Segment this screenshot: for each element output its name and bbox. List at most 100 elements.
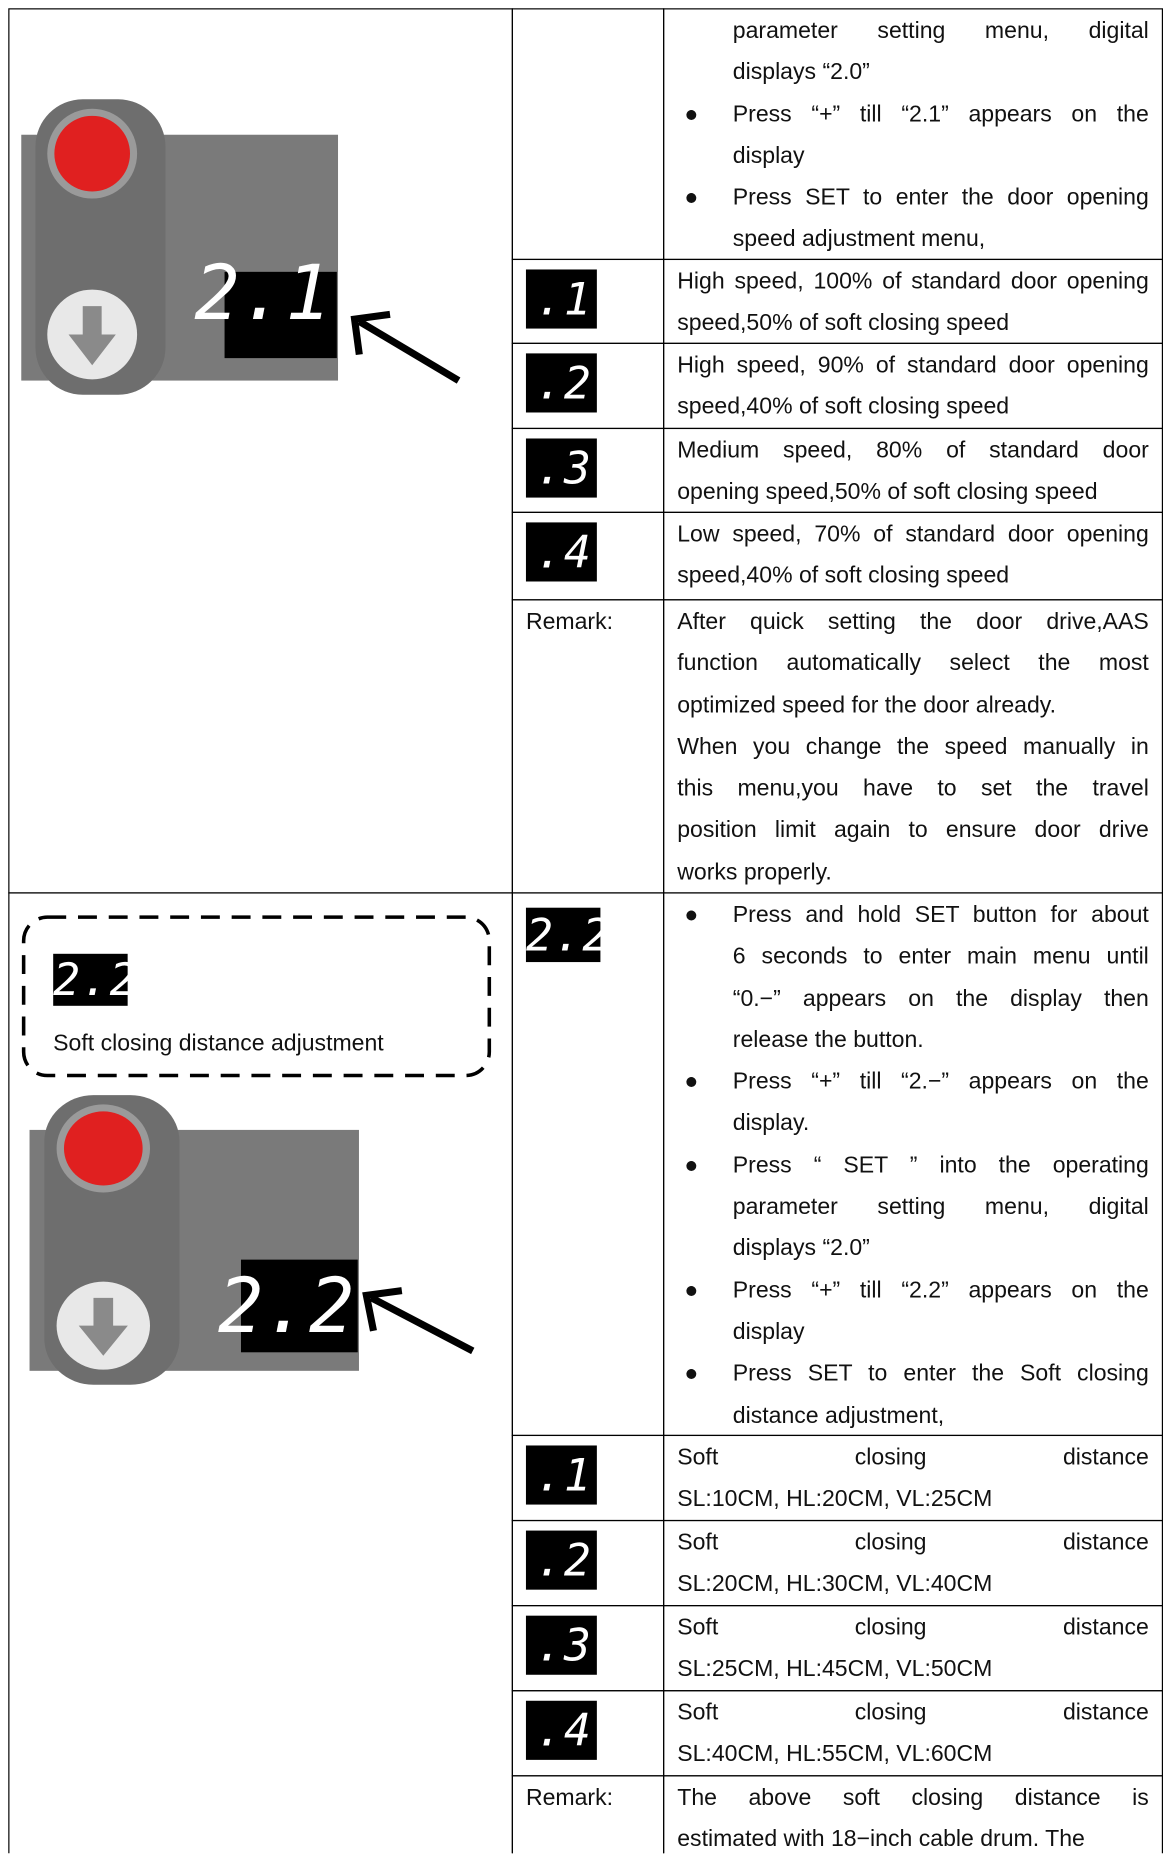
description-cell: parameter setting menu, digital displays … [663,8,1163,261]
text-line: High speed, 90% of standard door opening [677,352,1149,379]
description-cell: ● Press and hold SET button for about 6 se… [663,892,1163,1437]
text-line: opening speed,50% of soft closing speed [677,479,1098,506]
text-line: parameter setting menu, digital [732,17,1149,44]
text-line: Press SET to enter the Soft closing [732,1360,1149,1387]
illustration-cell [8,8,513,894]
description-cell: Soft closing distance SL:40CM, HL:55CM, V… [663,1690,1163,1777]
description-cell: After quick setting the door drive,AAS fu… [663,599,1163,894]
text-line: SL:40CM, HL:55CM, VL:60CM [677,1741,993,1768]
description-cell: Soft closing distance SL:25CM, HL:45CM, V… [663,1605,1163,1692]
code-cell: .4 [511,1690,665,1777]
pointer-arrow [350,310,461,384]
text-line: works properly. [677,858,832,885]
text-line: Press “+” till “2.1” appears on the [732,101,1149,128]
bullet-item: ● Press “+” till “2.2” appears on the disp… [677,1270,1149,1353]
code-cell: .1 [511,1434,665,1522]
code-cell: Remark: [511,1775,665,1854]
text-line: Soft closing distance [677,1444,1149,1471]
bullet-item: ● Press “+” till “2.1” appears on the disp… [677,94,1149,177]
text-line: this menu,you have to set the travel [677,775,1149,802]
remark-paragraph: The above soft closing distance is estima… [677,1778,1149,1854]
code-cell [511,8,665,261]
text-line: Press “ SET ” into the operating [732,1152,1149,1179]
description-cell: High speed, 90% of standard door opening… [663,342,1163,430]
text-line: displays “2.0” [732,1235,870,1262]
text-line: displays “2.0” [732,59,870,86]
text-line: After quick setting the door drive,AAS [677,608,1149,635]
description: Low speed, 70% of standard door opening s… [664,513,1162,598]
text-line: Soft closing distance [677,1529,1149,1556]
option-display: .1 [525,269,597,329]
remark-label: Remark: [525,1784,614,1811]
code-cell: .2 [511,1519,665,1607]
bullet-item: ● Press and hold SET button for about 6 se… [677,895,1149,1062]
option-display: .3 [525,438,597,498]
bullet: ● [684,1277,699,1304]
text-line: speed,50% of soft closing speed [677,310,1010,337]
description: High speed, 100% of standard door openin… [664,260,1162,343]
text-line: When you change the speed manually in [677,733,1149,760]
control-panel [29,1095,359,1385]
bullet-item: ● Press “+” till “2.−” appears on the disp… [677,1062,1149,1145]
bullet-item: ● Press “ SET ” into the operating paramet… [677,1145,1149,1270]
text-line: SL:20CM, HL:30CM, VL:40CM [677,1571,993,1598]
description-cell: High speed, 100% of standard door openin… [663,258,1163,344]
description: High speed, 90% of standard door opening… [664,344,1162,428]
text-line: parameter setting menu, digital [732,1193,1149,1220]
remark-paragraph: After quick setting the door drive,AAS fu… [677,602,1149,727]
description-cell: Low speed, 70% of standard door opening s… [663,511,1163,601]
text-line: speed,40% of soft closing speed [677,393,1010,420]
text-line: speed adjustment menu, [732,226,986,253]
description-cell: Soft closing distance SL:10CM, HL:20CM, V… [663,1434,1163,1522]
description-cell: Medium speed, 80% of standard door openin… [663,427,1163,513]
description: Soft closing distance SL:20CM, HL:30CM, V… [664,1521,1162,1605]
bullet: ● [684,184,699,211]
description: After quick setting the door drive,AAS fu… [664,600,1162,893]
code-cell: .3 [511,1605,665,1692]
text-line: release the button. [732,1026,924,1053]
option-display: .1 [525,1445,597,1505]
text-line: SL:25CM, HL:45CM, VL:50CM [677,1656,993,1683]
bullet: ● [684,1360,699,1387]
text-line: display [732,1318,805,1345]
option-display: .2 [525,353,597,413]
code-cell: .2 [511,342,665,430]
dashed-frame [21,915,492,1078]
text-line: Low speed, 70% of standard door opening [677,521,1149,548]
text-line: SL:10CM, HL:20CM, VL:25CM [677,1486,993,1513]
code-cell: .4 [511,511,665,601]
description: ● Press and hold SET button for about 6 se… [664,894,1162,1435]
text-line: 6 seconds to enter main menu until [732,943,1149,970]
code-cell: Remark: [511,599,665,894]
code-cell: .1 [511,258,665,344]
text-line: optimized speed for the door already. [677,692,1057,719]
bullet: ● [684,1068,699,1095]
option-display: .4 [525,522,597,582]
code-cell: .3 [511,427,665,513]
option-display: .3 [525,1615,597,1675]
text-line: speed,40% of soft closing speed [677,562,1010,589]
text-line: Soft closing distance [677,1699,1149,1726]
text-line: Medium speed, 80% of standard door [677,437,1149,464]
description: Soft closing distance SL:25CM, HL:45CM, V… [664,1606,1162,1690]
remark-paragraph: When you change the speed manually in thi… [677,727,1149,893]
text-line: estimated with 18−inch cable drum. The [677,1826,1085,1853]
pointer-arrow [362,1287,475,1355]
text-line: display [732,142,805,169]
bullet: ● [684,101,699,128]
bullet: ● [684,1152,699,1179]
text-line: Press “+” till “2.2” appears on the [732,1277,1149,1304]
bullet-item: ● Press SET to enter the Soft closing dist… [677,1354,1149,1435]
code-cell: 2.2 [511,892,665,1437]
description: parameter setting menu, digital displays … [664,9,1162,259]
continued-text: parameter setting menu, digital displays … [677,11,1149,94]
text-line: High speed, 100% of standard door openin… [677,268,1149,295]
text-line: position limit again to ensure door driv… [677,817,1149,844]
bullet-item: ● Press SET to enter the door opening spee… [677,178,1148,259]
text-line: Press “+” till “2.−” appears on the [732,1068,1149,1095]
description: Soft closing distance SL:10CM, HL:20CM, V… [664,1436,1162,1520]
text-line: “0.−” appears on the display then [732,985,1149,1012]
